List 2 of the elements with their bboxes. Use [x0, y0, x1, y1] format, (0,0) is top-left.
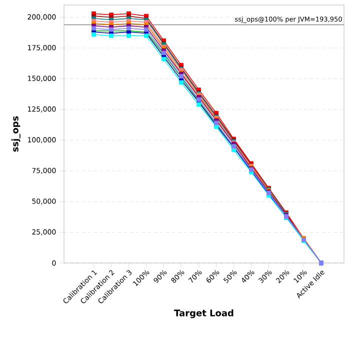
y-axis-title: ssj_ops [11, 116, 20, 152]
x-axis-title: Target Load [174, 309, 234, 318]
